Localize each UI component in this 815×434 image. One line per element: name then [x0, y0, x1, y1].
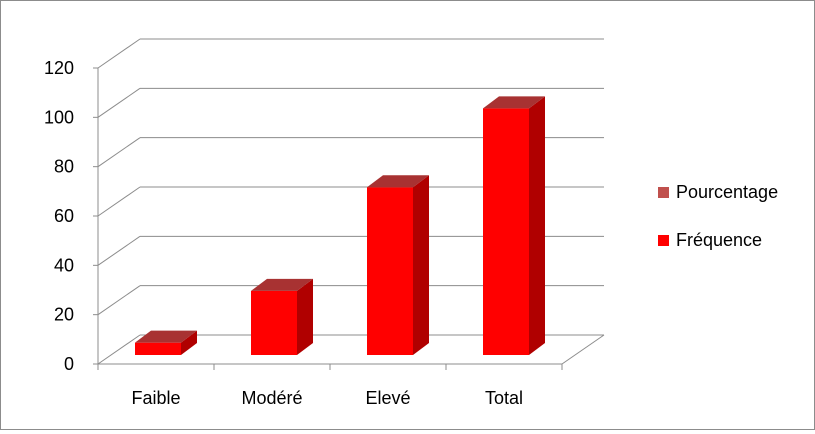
bar [135, 330, 197, 355]
legend-swatch-pourcentage [658, 187, 669, 198]
gridline-diagonal [97, 38, 141, 69]
bar-side [181, 330, 197, 355]
bar [367, 175, 429, 355]
bar-side [297, 278, 313, 355]
bar-front [251, 290, 297, 355]
bar-front [135, 342, 181, 355]
floor-edge [561, 334, 605, 365]
bar-layer [135, 96, 545, 355]
y-tick-label: 20 [54, 305, 74, 325]
bar-top [367, 175, 429, 188]
gridline-diagonal [97, 186, 141, 217]
bar [483, 96, 545, 355]
bar-top [251, 278, 313, 291]
gridline-diagonal [97, 334, 141, 365]
bar-side [529, 96, 545, 355]
legend-swatch-frequence [658, 235, 669, 246]
y-tick-label: 60 [54, 206, 74, 226]
bar-front [367, 187, 413, 355]
x-tick-label: Total [485, 388, 523, 408]
y-tick-label: 0 [64, 354, 74, 374]
bar-side [413, 175, 429, 355]
x-tick-label: Elevé [365, 388, 410, 408]
legend: Pourcentage Fréquence [658, 182, 778, 250]
bar [251, 278, 313, 355]
gridline-diagonal [97, 285, 141, 316]
gridline-diagonal [97, 235, 141, 266]
gridline-diagonal [97, 87, 141, 118]
x-tick-label: Faible [131, 388, 180, 408]
bar-top [483, 96, 545, 109]
y-tick-label: 120 [44, 58, 74, 78]
bar-front [483, 108, 529, 355]
axis-layer: 0 20 40 60 80 100 120 Faible Modéré Elevé Total [44, 58, 563, 408]
y-tick-label: 80 [54, 157, 74, 177]
y-tick-label: 100 [44, 107, 74, 127]
legend-label-pourcentage: Pourcentage [676, 182, 778, 202]
legend-label-frequence: Fréquence [676, 230, 762, 250]
gridline-diagonal [97, 137, 141, 168]
bar-top [135, 330, 197, 343]
y-tick-label: 40 [54, 255, 74, 275]
x-tick-label: Modéré [241, 388, 302, 408]
